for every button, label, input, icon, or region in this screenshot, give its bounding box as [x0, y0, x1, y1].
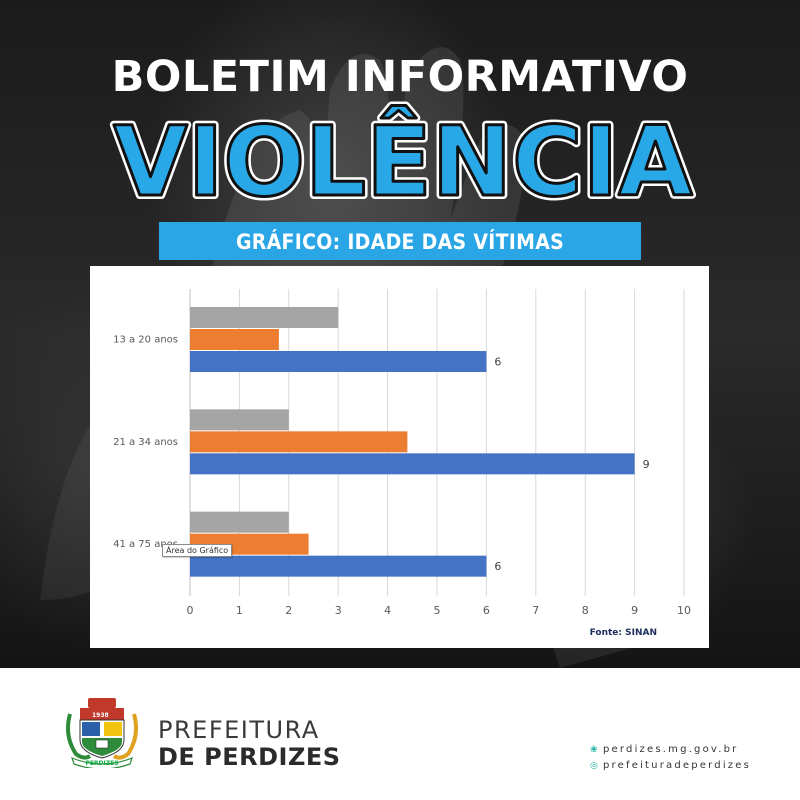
category-label: 21 a 34 anos [113, 437, 178, 448]
x-tick-label: 0 [187, 604, 194, 617]
data-label: 6 [494, 356, 501, 369]
instagram-text: prefeituradeperdizes [603, 760, 752, 771]
chart-panel[interactable]: 0 1 2 3 4 5 6 7 8 9 10 13 a 20 anos 6 21 a 34 anos 9 41… [90, 266, 709, 648]
x-tick-label: 2 [285, 604, 292, 617]
category-label: 41 a 75 anos [113, 539, 178, 550]
bar [190, 329, 279, 350]
svg-text:PERDIZES: PERDIZES [85, 760, 118, 767]
chart-source: Fonte: SINAN [589, 628, 657, 638]
hero-background: BOLETIM INFORMATIVO VIOLÊNCIA VIOLÊNCIA … [0, 0, 800, 668]
chart-title-banner: GRÁFICO: IDADE DAS VÍTIMAS [159, 222, 641, 260]
bar [190, 351, 487, 372]
bar [190, 431, 408, 453]
bar [190, 453, 635, 475]
org-name-line2: DE PERDIZES [158, 743, 341, 771]
category-label: 13 a 20 anos [113, 335, 178, 346]
bar [190, 511, 289, 533]
x-tick-label: 6 [483, 604, 490, 617]
city-crest-logo: 1938 PERDIZES [66, 698, 138, 768]
globe-icon: ❀ [590, 745, 598, 755]
x-tick-label: 9 [631, 604, 638, 617]
data-label: 6 [494, 560, 501, 573]
instagram-icon: ◎ [590, 761, 598, 771]
x-tick-label: 4 [384, 604, 391, 617]
bar-chart[interactable]: 0 1 2 3 4 5 6 7 8 9 10 13 a 20 anos 6 21 a 34 anos 9 41… [90, 266, 709, 648]
headline-violencia: VIOLÊNCIA VIOLÊNCIA [109, 101, 696, 215]
bar [190, 555, 487, 577]
footer: 1938 PERDIZES PREFEITURA DE PERDIZES ❀ pe… [0, 668, 800, 800]
x-tick-label: 1 [236, 604, 243, 617]
data-label: 9 [643, 458, 650, 471]
svg-text:1938: 1938 [92, 712, 109, 719]
headline-boletim: BOLETIM INFORMATIVO [111, 52, 689, 102]
x-tick-label: 8 [582, 604, 589, 617]
x-tick-label: 5 [434, 604, 441, 617]
chart-area-tooltip: Área do Gráfico [162, 544, 233, 557]
x-tick-label: 7 [532, 604, 539, 617]
bar [190, 409, 289, 431]
headline-violencia-outline: VIOLÊNCIA [113, 105, 692, 215]
headline-violencia-fill: VIOLÊNCIA [113, 105, 692, 215]
website-link[interactable]: ❀ perdizes.mg.gov.br [590, 744, 738, 755]
instagram-link[interactable]: ◎ prefeituradeperdizes [590, 760, 751, 771]
x-tick-label: 3 [335, 604, 342, 617]
bar [190, 307, 339, 328]
website-text: perdizes.mg.gov.br [603, 744, 739, 755]
org-name-line1: PREFEITURA [158, 716, 320, 744]
x-tick-label: 10 [677, 604, 691, 617]
